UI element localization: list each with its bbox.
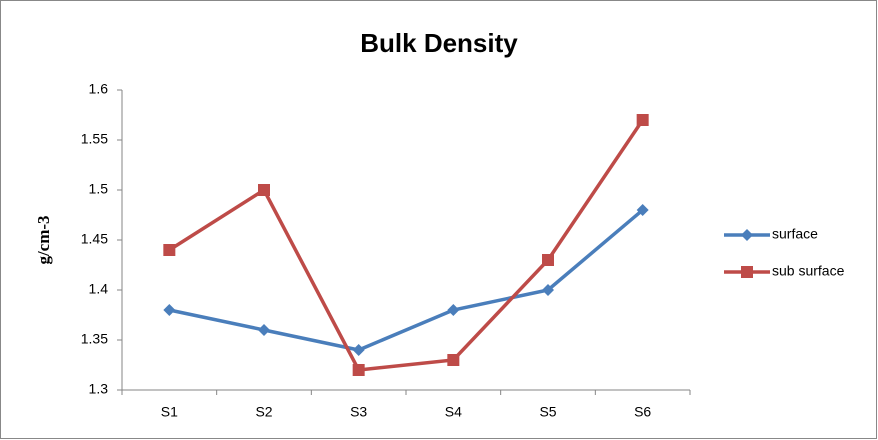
- legend-marker: [741, 266, 753, 278]
- data-point: [258, 184, 270, 196]
- y-tick-label: 1.55: [81, 131, 108, 147]
- x-tick-label: S4: [445, 404, 462, 420]
- x-tick-label: S3: [350, 404, 367, 420]
- y-tick-label: 1.5: [89, 181, 109, 197]
- x-tick-label: S6: [634, 404, 651, 420]
- data-point: [163, 304, 176, 316]
- legend-marker: [741, 229, 753, 241]
- x-tick-label: S1: [161, 404, 178, 420]
- chart-title: Bulk Density: [360, 28, 518, 58]
- data-point: [163, 244, 176, 256]
- y-tick-label: 1.3: [89, 381, 109, 397]
- data-point: [542, 284, 554, 296]
- data-point: [258, 324, 270, 336]
- y-tick-label: 1.4: [89, 281, 109, 297]
- y-tick-label: 1.35: [81, 331, 108, 347]
- legend-label: surface: [772, 226, 818, 242]
- y-tick-label: 1.45: [81, 231, 108, 247]
- data-point: [636, 204, 649, 216]
- x-tick-label: S5: [539, 404, 556, 420]
- y-axis-label: g/cm-3: [34, 215, 53, 264]
- legend-label: sub surface: [772, 263, 845, 279]
- data-point: [447, 354, 460, 366]
- data-point: [542, 254, 554, 266]
- y-tick-label: 1.6: [89, 81, 109, 97]
- series-line: [168, 119, 645, 372]
- data-point: [352, 344, 365, 356]
- x-tick-label: S2: [255, 404, 272, 420]
- data-point: [636, 114, 649, 126]
- series-line: [168, 208, 644, 352]
- data-point: [352, 364, 365, 376]
- data-point: [447, 304, 460, 316]
